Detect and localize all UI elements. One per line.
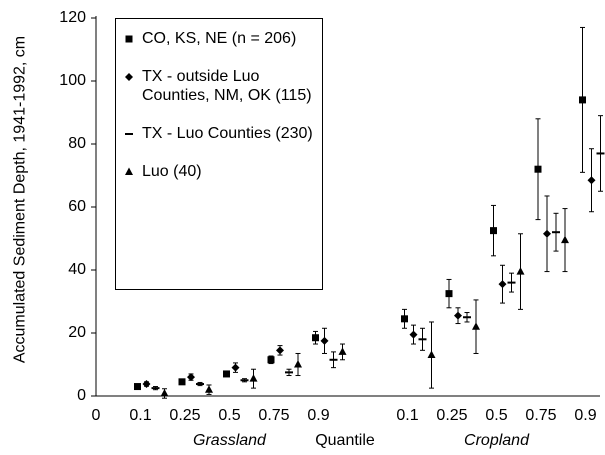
legend-label: TX - Luo Counties (230)	[142, 125, 313, 142]
marker	[187, 373, 195, 382]
x-tick-label: 0.1	[129, 407, 151, 424]
group-label: Cropland	[464, 432, 530, 449]
marker	[338, 347, 347, 355]
marker	[294, 360, 302, 368]
marker	[320, 336, 329, 345]
legend-label: Luo (40)	[142, 163, 202, 180]
marker	[223, 370, 230, 378]
marker	[445, 290, 453, 298]
x-tick-label: 0.75	[258, 407, 289, 424]
x-tick-label: 0.1	[396, 407, 418, 424]
y-tick-label: 60	[68, 198, 86, 215]
y-tick-label: 0	[77, 387, 86, 404]
y-tick-label: 40	[68, 261, 86, 278]
x-tick-label: 0.5	[218, 407, 240, 424]
marker	[543, 229, 551, 238]
y-axis-label: Accumulated Sediment Depth, 1941-1992, c…	[11, 35, 29, 364]
marker	[409, 330, 418, 339]
legend-marker	[125, 73, 133, 81]
marker	[134, 383, 141, 391]
marker	[125, 73, 133, 81]
marker	[312, 334, 319, 342]
marker	[178, 378, 186, 386]
marker	[561, 235, 569, 244]
marker	[231, 363, 240, 372]
marker	[142, 380, 151, 389]
legend-entry: TX - outside Luo Counties, NM, OK (115)	[122, 67, 316, 105]
marker	[125, 167, 133, 175]
marker	[490, 227, 497, 235]
x-tick-label: 0.25	[436, 407, 467, 424]
x-tick-label: 0.5	[485, 407, 507, 424]
legend-entry: Luo (40)	[122, 162, 316, 181]
marker	[276, 346, 284, 355]
legend-label: CO, KS, NE (n = 206)	[142, 30, 297, 47]
x-tick-label: 0.9	[574, 407, 596, 424]
marker	[587, 176, 596, 185]
marker	[454, 311, 462, 320]
x-tick-label: 0	[92, 407, 101, 424]
y-tick-label: 120	[59, 9, 86, 26]
marker	[534, 165, 542, 173]
marker	[125, 35, 133, 43]
x-tick-label: 0.25	[169, 407, 200, 424]
legend-entry: CO, KS, NE (n = 206)	[122, 29, 316, 48]
marker	[401, 315, 408, 323]
group-label: Grassland	[193, 432, 267, 449]
legend-marker	[125, 35, 133, 43]
marker	[516, 267, 525, 275]
marker	[267, 356, 275, 364]
legend-entry: TX - Luo Counties (230)	[122, 124, 316, 143]
y-tick-label: 100	[59, 72, 86, 89]
marker	[205, 385, 213, 393]
marker	[472, 322, 480, 330]
marker	[427, 350, 436, 359]
legend-label: TX - outside Luo Counties, NM, OK (115)	[142, 68, 312, 104]
x-tick-label: 0.9	[307, 407, 329, 424]
legend-marker	[125, 133, 133, 135]
y-tick-label: 80	[68, 135, 86, 152]
y-tick-label: 20	[68, 324, 86, 341]
marker	[249, 374, 258, 382]
marker	[579, 96, 586, 104]
x-tick-label: 0.75	[525, 407, 556, 424]
marker	[160, 388, 169, 397]
x-axis-label: Quantile	[315, 432, 375, 449]
legend-marker	[125, 167, 133, 175]
marker	[498, 280, 507, 289]
legend: CO, KS, NE (n = 206) TX - outside Luo Cou…	[115, 18, 323, 290]
